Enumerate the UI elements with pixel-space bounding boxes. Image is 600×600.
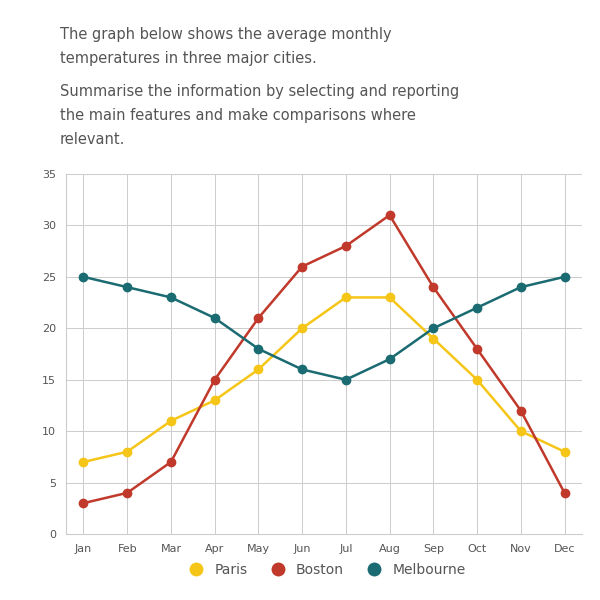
Text: temperatures in three major cities.: temperatures in three major cities. — [60, 51, 317, 66]
Text: The graph below shows the average monthly: The graph below shows the average monthl… — [60, 27, 392, 42]
Text: Summarise the information by selecting and reporting: Summarise the information by selecting a… — [60, 84, 459, 99]
Text: the main features and make comparisons where: the main features and make comparisons w… — [60, 108, 416, 123]
Text: relevant.: relevant. — [60, 132, 125, 147]
Legend: Paris, Boston, Melbourne: Paris, Boston, Melbourne — [176, 558, 472, 583]
